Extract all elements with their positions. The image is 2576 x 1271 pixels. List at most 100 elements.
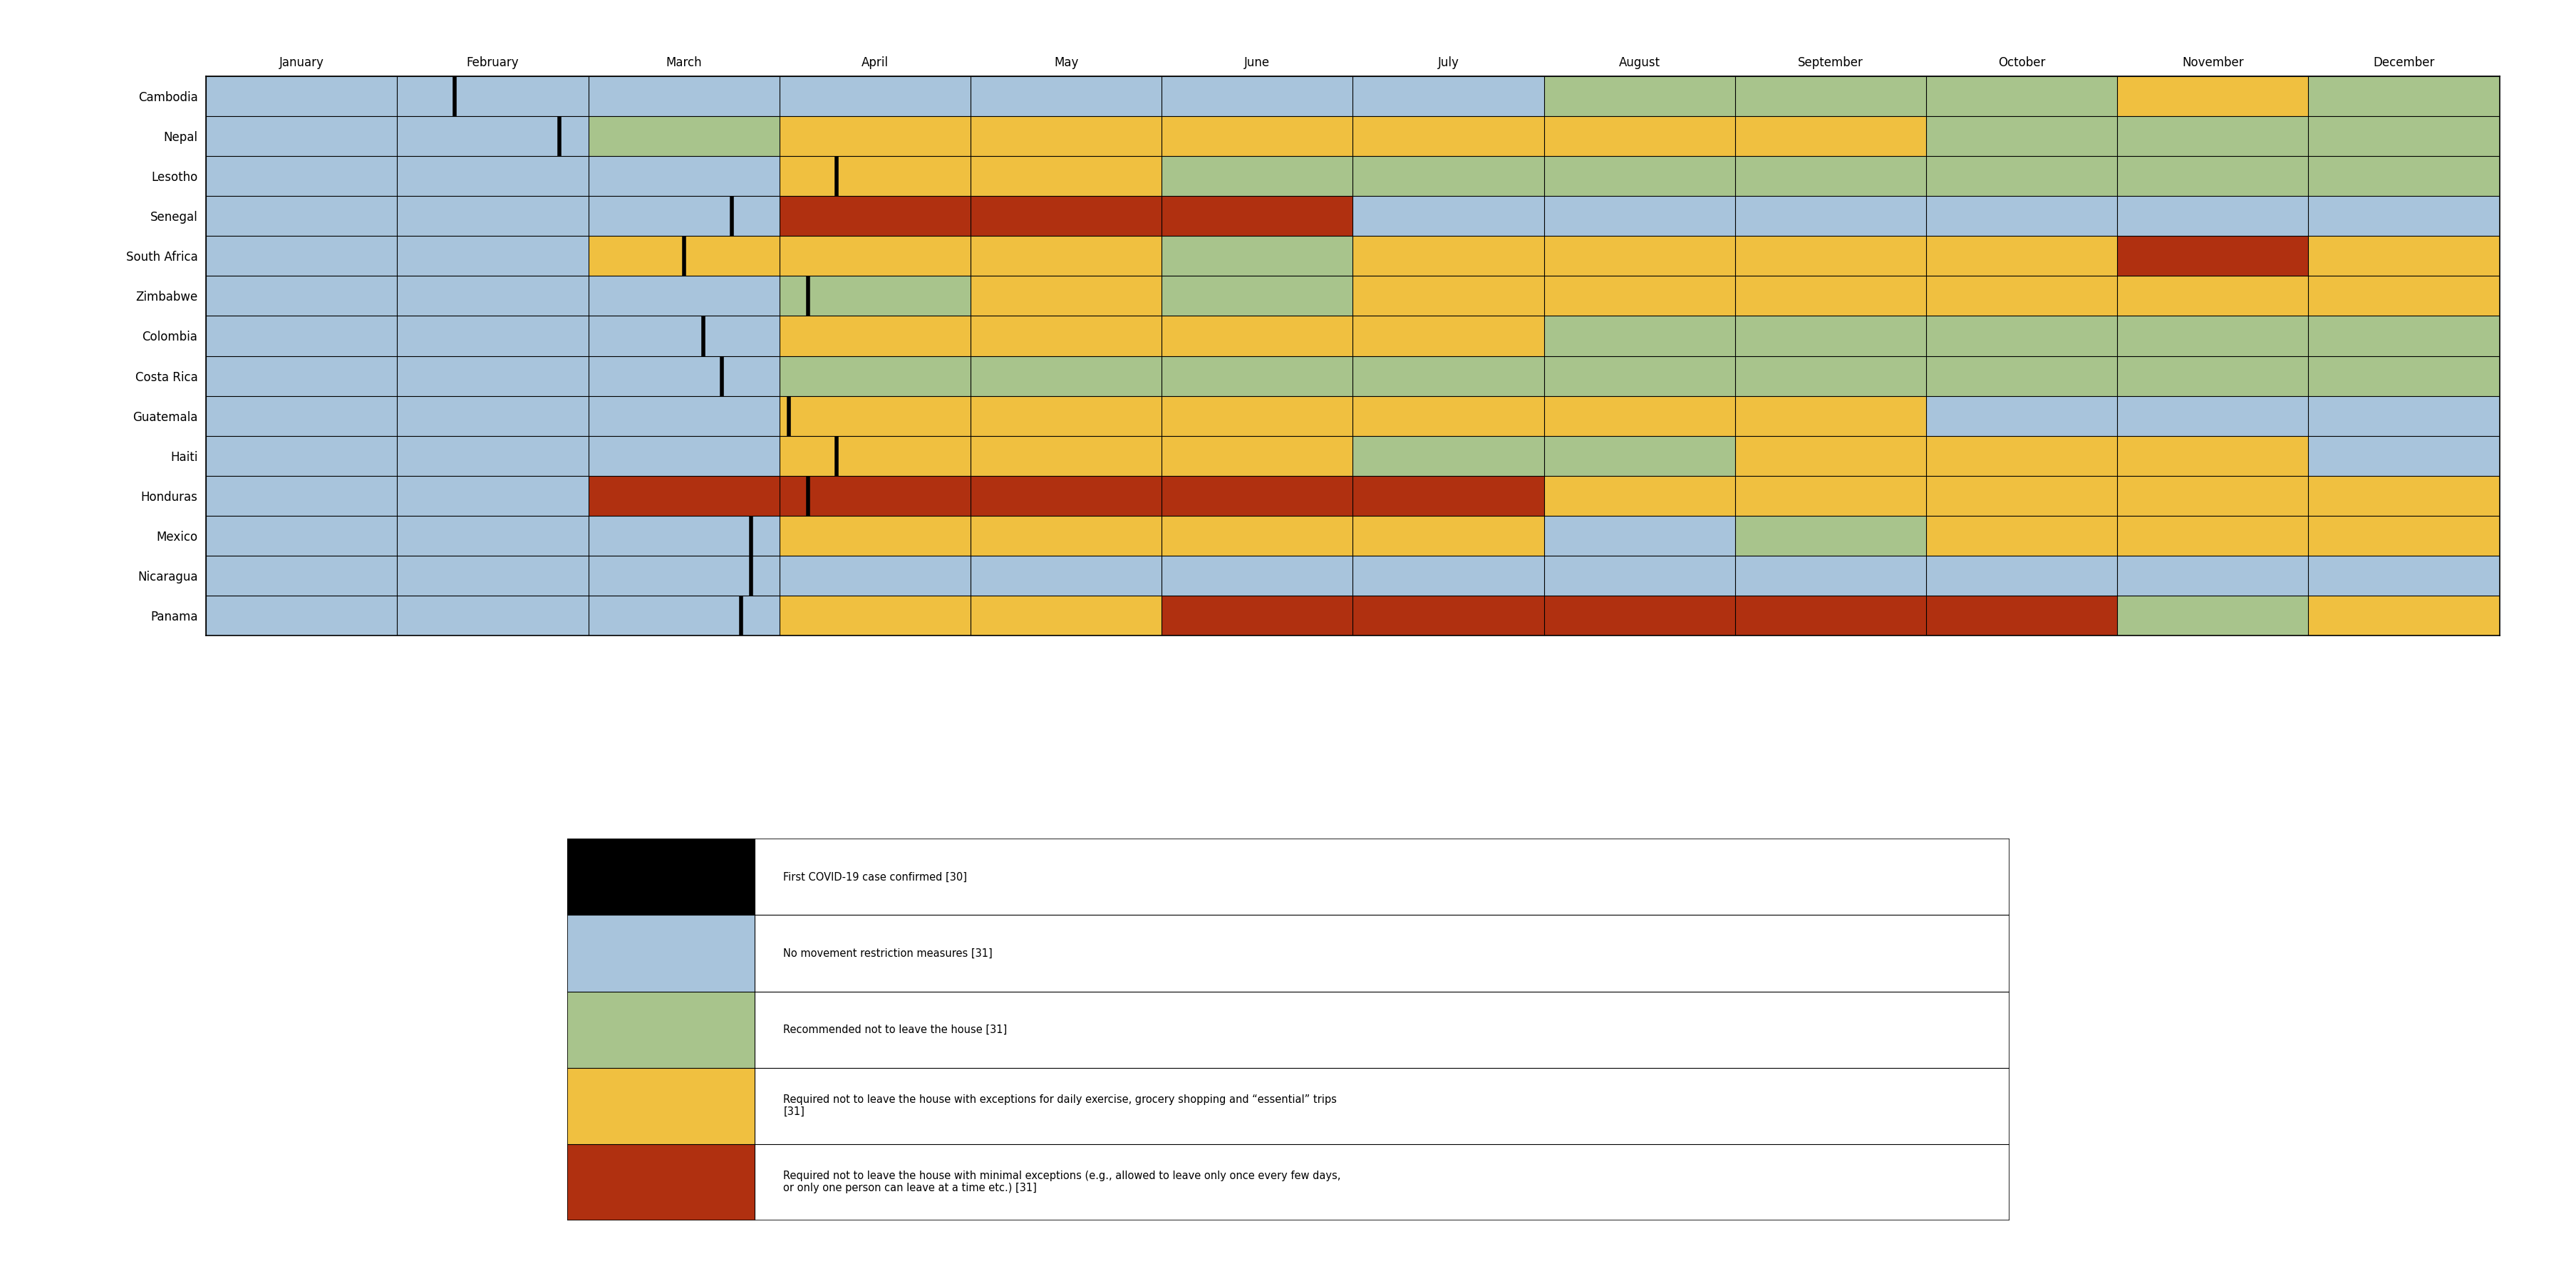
Bar xyxy=(587,76,778,116)
Bar xyxy=(2308,236,2499,276)
Bar xyxy=(1162,555,1352,596)
Bar xyxy=(206,236,397,276)
Bar xyxy=(971,516,1162,555)
Bar xyxy=(1543,436,1734,475)
Bar xyxy=(397,356,587,395)
Bar xyxy=(2308,475,2499,516)
Bar xyxy=(397,395,587,436)
Bar xyxy=(1543,276,1734,316)
Bar xyxy=(1162,395,1352,436)
Bar xyxy=(1734,316,1924,356)
Bar xyxy=(397,236,587,276)
Bar xyxy=(206,196,397,236)
Bar xyxy=(1162,356,1352,395)
Bar xyxy=(1543,116,1734,156)
Bar xyxy=(971,395,1162,436)
Bar xyxy=(397,596,587,636)
Bar xyxy=(971,156,1162,196)
Bar xyxy=(1924,596,2117,636)
Bar xyxy=(1734,475,1924,516)
Bar xyxy=(1734,596,1924,636)
Bar xyxy=(587,395,778,436)
Bar xyxy=(397,76,587,116)
Bar xyxy=(1352,196,1543,236)
Bar xyxy=(1543,316,1734,356)
Bar xyxy=(1734,276,1924,316)
Bar xyxy=(206,356,397,395)
Text: No movement restriction measures [31]: No movement restriction measures [31] xyxy=(783,948,992,958)
Bar xyxy=(971,316,1162,356)
Bar xyxy=(1352,516,1543,555)
Bar xyxy=(2117,516,2308,555)
Bar xyxy=(1734,116,1924,156)
Bar xyxy=(1352,116,1543,156)
Bar xyxy=(587,116,778,156)
Bar xyxy=(1162,436,1352,475)
Bar xyxy=(2308,276,2499,316)
Bar xyxy=(1734,356,1924,395)
Bar xyxy=(2117,116,2308,156)
Bar xyxy=(206,395,397,436)
Bar xyxy=(778,555,971,596)
Bar xyxy=(2308,395,2499,436)
Bar xyxy=(1352,236,1543,276)
Bar xyxy=(778,395,971,436)
Bar xyxy=(2117,555,2308,596)
Bar xyxy=(567,1144,755,1220)
Text: Recommended not to leave the house [31]: Recommended not to leave the house [31] xyxy=(783,1024,1007,1035)
Bar xyxy=(2308,555,2499,596)
Bar xyxy=(778,276,971,316)
Bar xyxy=(567,839,755,915)
Bar xyxy=(1352,356,1543,395)
Bar xyxy=(2308,76,2499,116)
Bar xyxy=(1734,436,1924,475)
Text: First COVID-19 case confirmed [30]: First COVID-19 case confirmed [30] xyxy=(783,872,966,882)
Bar xyxy=(1162,596,1352,636)
Bar xyxy=(587,236,778,276)
Bar xyxy=(1352,596,1543,636)
Bar xyxy=(206,156,397,196)
Bar xyxy=(1162,76,1352,116)
Bar xyxy=(971,116,1162,156)
Bar xyxy=(1352,475,1543,516)
Bar xyxy=(1734,76,1924,116)
Bar xyxy=(206,596,397,636)
Bar xyxy=(2117,316,2308,356)
Bar xyxy=(1734,516,1924,555)
Bar xyxy=(587,436,778,475)
Bar xyxy=(206,516,397,555)
Bar xyxy=(1543,596,1734,636)
Bar xyxy=(2117,196,2308,236)
Bar xyxy=(1924,555,2117,596)
Bar xyxy=(567,991,755,1068)
Bar xyxy=(1543,156,1734,196)
Bar xyxy=(2117,436,2308,475)
Bar xyxy=(2308,356,2499,395)
Bar xyxy=(971,475,1162,516)
Bar xyxy=(1924,76,2117,116)
Bar xyxy=(1162,276,1352,316)
Bar xyxy=(1162,156,1352,196)
Bar xyxy=(2308,516,2499,555)
Bar xyxy=(778,356,971,395)
Bar xyxy=(397,555,587,596)
Bar xyxy=(778,596,971,636)
Bar xyxy=(971,276,1162,316)
Bar xyxy=(587,156,778,196)
Bar xyxy=(1734,156,1924,196)
Bar xyxy=(1924,475,2117,516)
Bar xyxy=(1352,76,1543,116)
Bar xyxy=(971,555,1162,596)
Bar xyxy=(971,436,1162,475)
Bar xyxy=(778,516,971,555)
Bar xyxy=(1543,356,1734,395)
Bar xyxy=(778,76,971,116)
Bar xyxy=(1734,196,1924,236)
Bar xyxy=(587,196,778,236)
Bar xyxy=(778,156,971,196)
Bar xyxy=(1352,395,1543,436)
Bar xyxy=(1543,76,1734,116)
Bar xyxy=(397,436,587,475)
Bar xyxy=(2117,236,2308,276)
Bar xyxy=(2308,196,2499,236)
